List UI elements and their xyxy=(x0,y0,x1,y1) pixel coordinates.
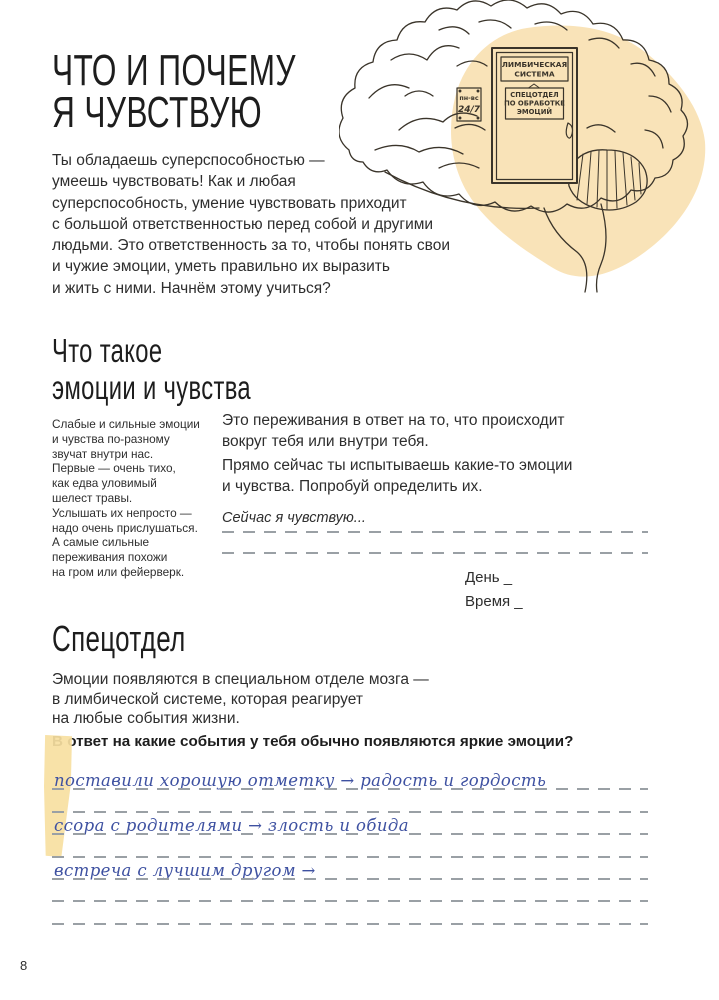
answers-area: поставили хорошую отметку → радость и го… xyxy=(52,768,648,925)
feeling-answer-line-2[interactable] xyxy=(222,552,648,554)
intro-paragraph: Ты обладаешь суперспособностью — умеешь … xyxy=(52,152,451,297)
writing-line xyxy=(52,810,648,813)
day-field[interactable]: День _ xyxy=(465,569,513,586)
brain-underside xyxy=(384,171,540,210)
section-what-heading: Что такое эмоции и чувства xyxy=(52,332,252,406)
answer-row[interactable] xyxy=(52,880,648,903)
section-dept-heading: Спецотдел xyxy=(52,618,186,659)
page-number: 8 xyxy=(20,958,28,973)
sign-limbic-line1: ЛИМБИЧЕСКАЯ xyxy=(502,60,568,69)
answer-row[interactable]: ссора с родителями → злость и обида xyxy=(52,813,648,836)
answer-row[interactable] xyxy=(52,790,648,813)
answer-row[interactable] xyxy=(52,902,648,925)
brain-illustration: ЛИМБИЧЕСКАЯ СИСТЕМА СПЕЦОТДЕЛ ПО ОБРАБОТ… xyxy=(339,0,706,293)
section-dept-para: Эмоции появляются в специальном отделе м… xyxy=(52,671,429,727)
writing-line xyxy=(52,855,648,858)
writing-line xyxy=(52,877,648,880)
page-title: ЧТО И ПОЧЕМУ Я ЧУВСТВУЮ xyxy=(52,46,296,137)
blob-background xyxy=(451,25,706,277)
handwritten-answer: ссора с родителями → злость и обида xyxy=(54,816,409,836)
brain-outline xyxy=(339,0,689,213)
sign-limbic-line2: СИСТЕМА xyxy=(514,70,554,79)
sign-dept-line2: ПО ОБРАБОТКЕ xyxy=(504,100,565,108)
answer-row[interactable]: поставили хорошую отметку → радость и го… xyxy=(52,768,648,791)
writing-line xyxy=(52,900,648,903)
feeling-answer-line-1[interactable] xyxy=(222,531,648,533)
brain-stem xyxy=(543,207,588,293)
dept-question: В ответ на какие события у тебя обычно п… xyxy=(52,733,574,750)
brain-gyri-squiggles xyxy=(368,19,672,169)
sign-schedule-line2: 24/7 xyxy=(458,105,481,115)
answer-row[interactable] xyxy=(52,835,648,858)
door-handle-icon xyxy=(565,122,574,139)
answer-row[interactable]: встреча с лучшим другом → xyxy=(52,858,648,880)
writing-line xyxy=(52,922,648,925)
writing-line xyxy=(52,833,648,836)
section-what-aside: Слабые и сильные эмоции и чувства по-раз… xyxy=(52,417,200,579)
section-what-para1: Это переживания в ответ на то, что проис… xyxy=(222,412,565,451)
schedule-sign xyxy=(456,87,482,122)
sign-schedule-line1: пн-вс xyxy=(459,94,479,102)
feeling-prompt: Сейчас я чувствую... xyxy=(222,510,366,526)
time-field[interactable]: Время _ xyxy=(465,593,523,610)
sign-dept-line3: ЭМОЦИЙ xyxy=(517,107,553,116)
cerebellum-hatching xyxy=(576,149,642,210)
handwritten-answer: поставили хорошую отметку → радость и го… xyxy=(54,771,547,791)
brain-stem xyxy=(595,203,607,293)
writing-line xyxy=(52,788,648,791)
sign-dept-line1: СПЕЦОТДЕЛ xyxy=(510,91,559,99)
handwritten-answer: встреча с лучшим другом → xyxy=(54,860,316,880)
section-what-para2: Прямо сейчас ты испытываешь какие-то эмо… xyxy=(222,457,573,496)
limbic-door xyxy=(491,47,578,184)
